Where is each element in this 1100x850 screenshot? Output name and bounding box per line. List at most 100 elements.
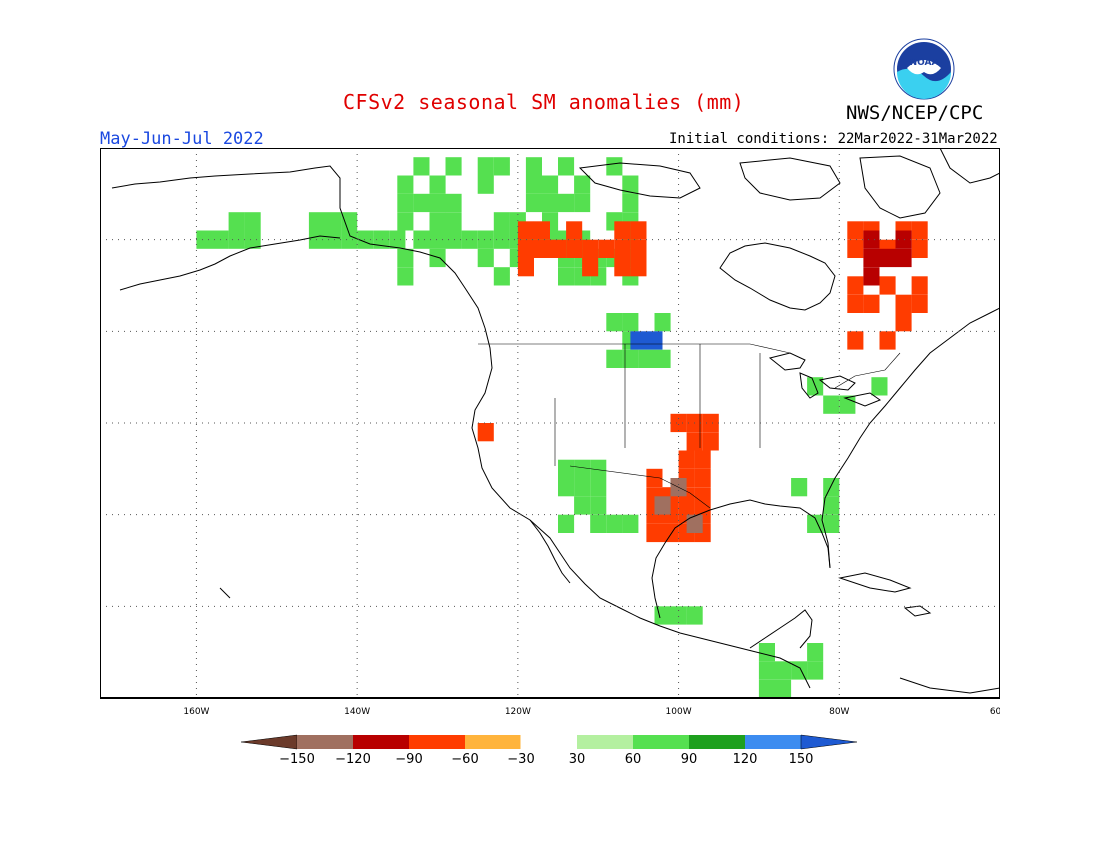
anomaly-cell-nwt-dry: [517, 258, 534, 277]
lon-tick-label: 100W: [666, 707, 692, 717]
anomaly-cell-yukon-nwt: [622, 193, 639, 213]
anomaly-cell-quebec-labrador: [895, 294, 912, 313]
anomaly-cell-mexico-central: [654, 606, 671, 625]
anomaly-cell-quebec-labrador: [895, 313, 912, 332]
anomaly-cell-yukon-nwt: [445, 157, 462, 176]
anomaly-cell-quebec-core: [879, 248, 896, 268]
anomaly-cell-yukon-nwt: [542, 175, 559, 194]
anomaly-cell-yukon-nwt: [525, 193, 542, 213]
anomaly-cell-yukon-nwt: [397, 193, 414, 213]
anomaly-cell-southeast: [791, 478, 808, 497]
anomaly-cell-nwt-dry: [598, 239, 615, 258]
anomaly-cell-quebec-labrador: [911, 276, 928, 295]
anomaly-cell-saskatchewan-wet: [646, 331, 663, 350]
anomaly-cell-yukon-nwt: [397, 212, 414, 231]
anomaly-cell-southwest: [574, 496, 591, 515]
anomaly-cell-quebec-labrador: [911, 294, 928, 313]
graticule: [100, 148, 1000, 698]
anomaly-cell-kansas-dry: [702, 413, 719, 433]
lon-tick-label: 120W: [505, 707, 531, 717]
anomaly-cell-yukon-nwt: [477, 230, 494, 249]
colorbar-label: −60: [451, 752, 478, 767]
anomaly-cell-southeast: [823, 478, 840, 497]
anomaly-cell-nwt-dry: [614, 239, 631, 258]
noaa-logo-text: NOAA: [910, 58, 939, 68]
anomaly-cells: [196, 157, 928, 698]
coastlines: [111, 148, 1000, 694]
anomaly-cell-alaska-south: [196, 230, 213, 249]
anomaly-cell-yukon-nwt: [558, 193, 575, 213]
anomaly-cell-yukon-nwt: [397, 248, 414, 268]
anomaly-cell-southeast: [807, 514, 824, 533]
anomaly-cell-northern-plains: [622, 349, 639, 368]
lon-tick-label: 80W: [829, 707, 849, 717]
anomaly-map: 10N20N30N40N50N60N70N 160W140W120W100W80…: [100, 148, 1000, 717]
anomaly-cell-yukon-nwt: [429, 193, 446, 213]
anomaly-cell-yukon-nwt: [445, 230, 462, 249]
anomaly-cell-southwest: [590, 514, 607, 533]
anomaly-cell-central-america: [758, 643, 775, 662]
anomaly-cell-yukon-nwt: [574, 175, 591, 194]
anomaly-cell-central-america: [775, 679, 792, 698]
anomaly-cell-alaska-south: [308, 212, 325, 231]
map-frame: [100, 148, 1000, 699]
anomaly-cell-alaska-south: [341, 230, 358, 249]
anomaly-cell-southeast: [823, 514, 840, 533]
anomaly-cell-southwest: [558, 459, 575, 478]
anomaly-cell-northern-plains: [654, 349, 671, 368]
anomaly-cell-quebec-core: [863, 267, 880, 286]
anomaly-cell-mexico-central: [686, 606, 703, 625]
anomaly-cell-quebec-labrador: [847, 276, 864, 295]
anomaly-cell-kansas-dry: [686, 432, 703, 451]
anomaly-cell-yukon-nwt: [542, 193, 559, 213]
anomaly-cell-quebec-labrador: [879, 331, 896, 350]
anomaly-cell-nwt-dry: [614, 221, 631, 240]
anomaly-cell-alaska-south: [325, 212, 342, 231]
anomaly-cell-nwt-dry: [566, 239, 583, 258]
anomaly-cell-great-lakes: [839, 395, 856, 414]
anomaly-cell-southwest: [558, 478, 575, 497]
colorbar-label: 90: [681, 752, 698, 767]
forecast-period: May-Jun-Jul 2022: [100, 129, 264, 149]
anomaly-cell-nwt-dry: [614, 258, 631, 277]
anomaly-cell-yukon-nwt: [413, 157, 430, 176]
anomaly-cell-central-america: [758, 661, 775, 680]
anomaly-cell-quebec-labrador: [879, 276, 896, 295]
anomaly-cell-southwest: [574, 478, 591, 497]
colorbar-label: 30: [569, 752, 586, 767]
colorbar-label: −90: [395, 752, 422, 767]
map-title: CFSv2 seasonal SM anomalies (mm): [343, 90, 745, 114]
anomaly-cell-northern-plains: [654, 313, 671, 332]
anomaly-cell-yukon-nwt: [429, 248, 446, 268]
anomaly-cell-alaska-south: [357, 230, 374, 249]
anomaly-cell-northern-plains: [638, 349, 655, 368]
anomaly-cell-yukon-nwt: [525, 157, 542, 176]
anomaly-cell-mexico-central: [670, 606, 687, 625]
anomaly-cell-alaska-south: [389, 230, 406, 249]
anomaly-cell-yukon-nwt: [493, 267, 510, 286]
initial-conditions: Initial conditions: 22Mar2022-31Mar2022: [669, 131, 998, 147]
anomaly-cell-northern-plains: [622, 313, 639, 332]
anomaly-cell-texas-core: [654, 496, 671, 515]
agency-label: NWS/NCEP/CPC: [846, 102, 984, 124]
anomaly-cell-central-america: [807, 643, 824, 662]
anomaly-cell-alaska-south: [341, 212, 358, 231]
anomaly-cell-yukon-nwt: [413, 193, 430, 213]
anomaly-cell-saskatchewan-wet: [630, 331, 647, 350]
anomaly-cell-texas-oklahoma: [678, 450, 695, 469]
anomaly-cell-nwt-dry: [517, 221, 534, 240]
longitude-labels: 160W 140W 120W 100W 80W 60W: [183, 707, 1000, 717]
anomaly-cell-southwest: [558, 514, 575, 533]
anomaly-cell-texas-oklahoma: [694, 450, 711, 469]
colorbar-label: −30: [507, 752, 534, 767]
anomaly-cell-central-america: [775, 661, 792, 680]
anomaly-cell-nwt-dry: [533, 221, 550, 240]
anomaly-cell-quebec-labrador: [847, 221, 864, 240]
anomaly-cell-yukon-nwt: [397, 267, 414, 286]
anomaly-cell-california-coast: [477, 423, 494, 442]
anomaly-cell-quebec-labrador: [911, 221, 928, 240]
anomaly-cell-alaska-south: [325, 230, 342, 249]
anomaly-cell-yukon-nwt: [445, 193, 462, 213]
anomaly-cell-quebec-core: [895, 230, 912, 249]
anomaly-cell-southwest: [622, 514, 639, 533]
